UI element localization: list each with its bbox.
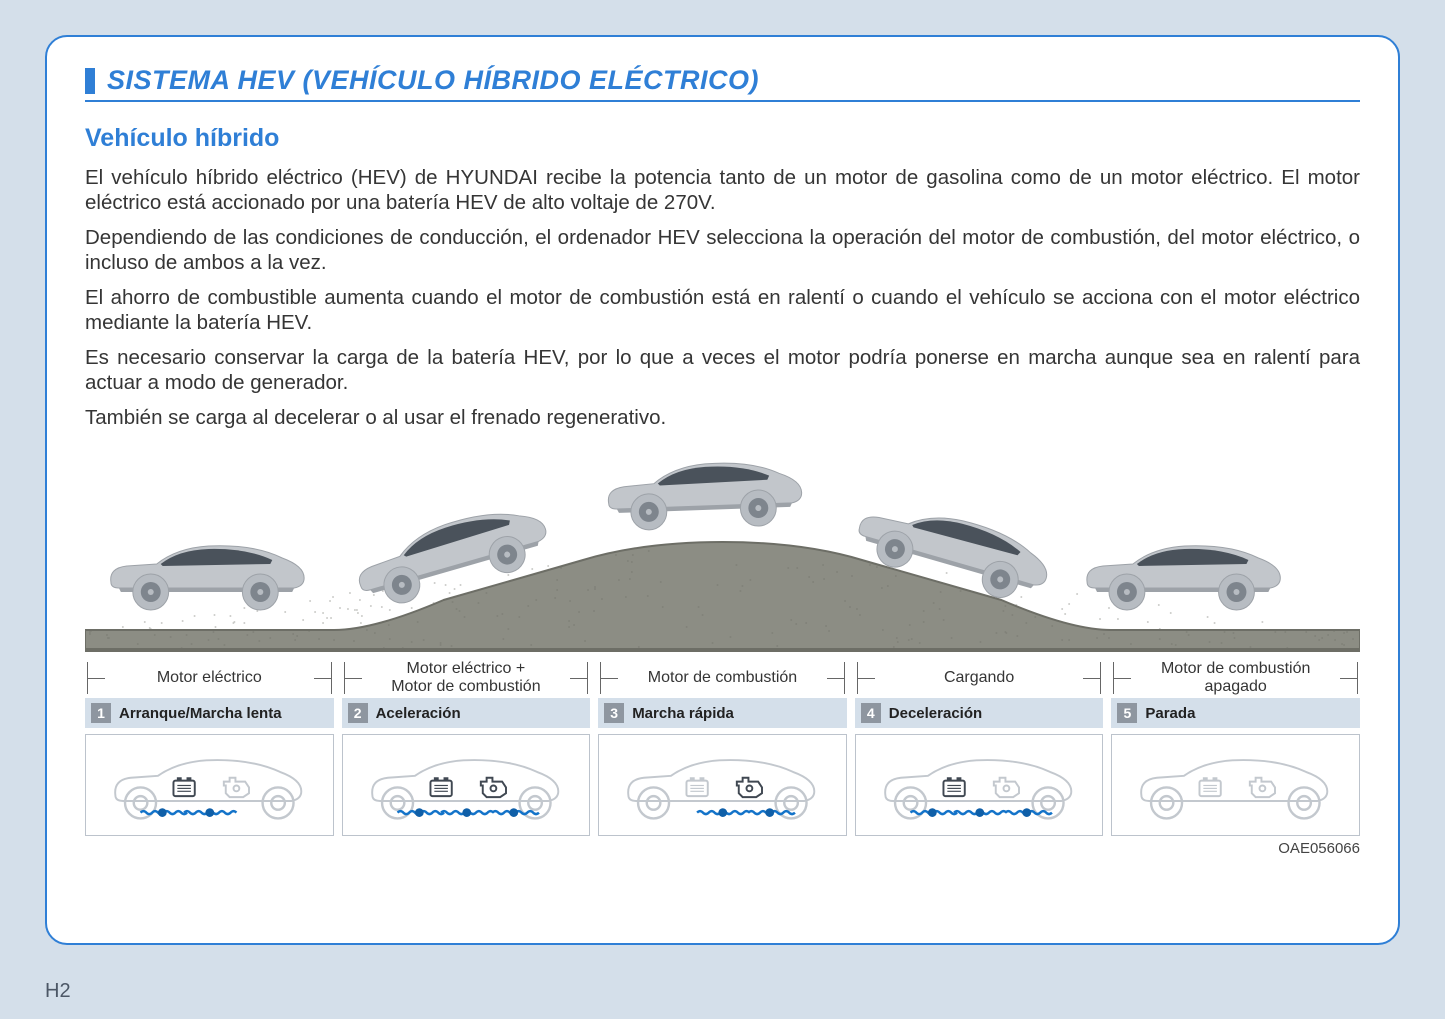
content-box: SISTEMA HEV (VEHÍCULO HÍBRIDO ELÉCTRICO)… <box>45 35 1400 945</box>
mode-state-text: Deceleración <box>889 705 982 722</box>
mode-source-text: Motor eléctrico +Motor de combustión <box>391 660 540 695</box>
mode-state-text: Arranque/Marcha lenta <box>119 705 282 722</box>
mode-state-label: 2 Aceleración <box>342 698 591 728</box>
section-subtitle: Vehículo híbrido <box>85 124 1360 153</box>
mode-source-label: Cargando <box>855 658 1104 698</box>
mode-source-text: Motor de combustiónapagado <box>1161 660 1310 695</box>
mode-column: Motor eléctrico +Motor de combustión 2 A… <box>342 658 591 836</box>
mode-state-text: Parada <box>1145 705 1195 722</box>
mode-number-badge: 5 <box>1117 703 1137 723</box>
hill-svg <box>85 452 1360 652</box>
mode-source-text: Cargando <box>944 669 1014 687</box>
mode-state-label: 5 Parada <box>1111 698 1360 728</box>
mode-row: Motor eléctrico 1 Arranque/Marcha lenta <box>85 658 1360 836</box>
mode-powertrain-diagram <box>342 734 591 836</box>
mode-state-label: 4 Deceleración <box>855 698 1104 728</box>
paragraph: También se carga al decelerar o al usar … <box>85 405 1360 430</box>
mode-number-badge: 1 <box>91 703 111 723</box>
mode-state-label: 1 Arranque/Marcha lenta <box>85 698 334 728</box>
mode-number-badge: 4 <box>861 703 881 723</box>
mode-source-label: Motor de combustión <box>598 658 847 698</box>
mode-state-text: Marcha rápida <box>632 705 734 722</box>
paragraph: El ahorro de combustible aumenta cuando … <box>85 285 1360 335</box>
mode-source-label: Motor eléctrico <box>85 658 334 698</box>
page-title: SISTEMA HEV (VEHÍCULO HÍBRIDO ELÉCTRICO) <box>107 65 759 96</box>
mode-number-badge: 2 <box>348 703 368 723</box>
mode-number-badge: 3 <box>604 703 624 723</box>
title-rule <box>85 100 1360 102</box>
paragraph: Dependiendo de las condiciones de conduc… <box>85 225 1360 275</box>
paragraph: El vehículo híbrido eléctrico (HEV) de H… <box>85 165 1360 215</box>
title-accent-bar <box>85 68 95 94</box>
mode-powertrain-diagram <box>1111 734 1360 836</box>
mode-source-label: Motor eléctrico +Motor de combustión <box>342 658 591 698</box>
mode-column: Motor eléctrico 1 Arranque/Marcha lenta <box>85 658 334 836</box>
mode-powertrain-diagram <box>85 734 334 836</box>
mode-state-text: Aceleración <box>376 705 461 722</box>
mode-column: Cargando 4 Deceleración <box>855 658 1104 836</box>
mode-column: Motor de combustión 3 Marcha rápida <box>598 658 847 836</box>
paragraph: Es necesario conservar la carga de la ba… <box>85 345 1360 395</box>
mode-powertrain-diagram <box>855 734 1104 836</box>
hill-diagram <box>85 452 1360 652</box>
mode-powertrain-diagram <box>598 734 847 836</box>
title-row: SISTEMA HEV (VEHÍCULO HÍBRIDO ELÉCTRICO) <box>85 65 1360 96</box>
page-number: H2 <box>45 980 71 1003</box>
mode-state-label: 3 Marcha rápida <box>598 698 847 728</box>
mode-column: Motor de combustiónapagado 5 Parada <box>1111 658 1360 836</box>
mode-source-label: Motor de combustiónapagado <box>1111 658 1360 698</box>
mode-source-text: Motor eléctrico <box>157 669 262 687</box>
mode-source-text: Motor de combustión <box>648 669 797 687</box>
figure-code: OAE056066 <box>85 840 1360 857</box>
